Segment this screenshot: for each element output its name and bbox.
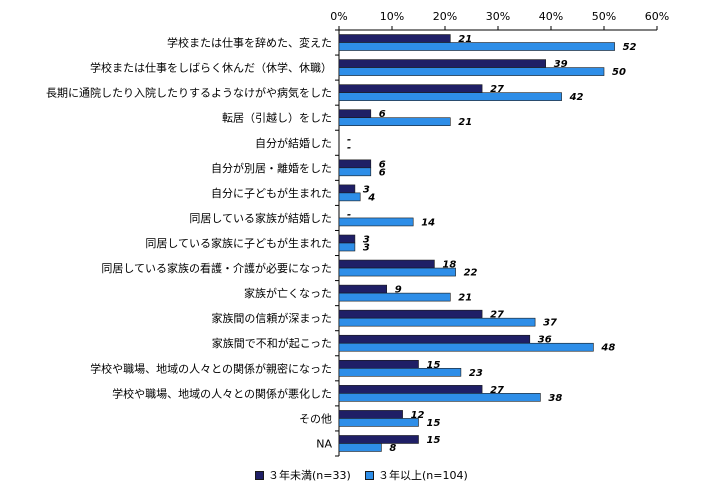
data-label: 3 xyxy=(363,243,370,254)
data-label: 6 xyxy=(379,109,386,120)
data-label: 9 xyxy=(395,285,402,296)
category-label: 同居している家族の看護・介護が必要になった xyxy=(101,261,332,275)
x-tick-label: 20% xyxy=(433,10,457,23)
category-label: 長期に通院したり入院したりするようなけがや病気をした xyxy=(46,86,332,100)
category-label: 家族が亡くなった xyxy=(244,286,332,300)
bar-3-years-or-more xyxy=(338,67,605,76)
x-tick-label: 30% xyxy=(486,10,510,23)
bar-3-years-or-more xyxy=(338,342,594,352)
data-label: 6 xyxy=(379,159,386,170)
legend-label-under-3-years: ３年未満(n=33) xyxy=(268,469,351,482)
category-label: 同居している家族に子どもが生まれた xyxy=(145,236,332,250)
bar-under-3-years xyxy=(338,234,356,244)
bar-under-3-years xyxy=(338,284,388,294)
bar-3-years-or-more xyxy=(338,42,615,51)
data-label: 27 xyxy=(490,385,504,396)
category-label: 同居している家族が結婚した xyxy=(189,211,332,225)
x-tick-label: 60% xyxy=(645,10,669,23)
data-label: 42 xyxy=(569,92,584,103)
data-label: 36 xyxy=(538,335,552,346)
data-label: 23 xyxy=(469,368,483,379)
bar-under-3-years xyxy=(338,34,451,43)
bar-3-years-or-more xyxy=(338,418,419,427)
category-label: NA xyxy=(316,437,332,450)
category-label: その他 xyxy=(299,412,332,425)
x-tick-label: 40% xyxy=(539,10,563,23)
legend-label-3-years-or-more: ３年以上(n=104) xyxy=(378,469,468,482)
bar-under-3-years xyxy=(338,109,372,119)
legend: ３年未満(n=33) ３年以上(n=104) xyxy=(0,467,713,485)
data-label: 15 xyxy=(427,360,441,371)
bar-under-3-years xyxy=(338,359,419,369)
legend-item-under-3-years: ３年未満(n=33) xyxy=(255,467,351,483)
legend-swatch-3-years-or-more xyxy=(365,470,374,480)
category-label: 自分に子どもが生まれた xyxy=(211,186,332,200)
category-label: 学校や職場、地域の人々との関係が悪化した xyxy=(112,386,332,400)
bar-under-3-years xyxy=(338,84,483,93)
bar-under-3-years xyxy=(338,259,435,269)
data-label: 14 xyxy=(421,217,435,228)
legend-item-3-years-or-more: ３年以上(n=104) xyxy=(365,467,468,483)
data-label: 22 xyxy=(464,268,478,279)
x-tick-label: 0% xyxy=(330,10,347,23)
data-label: 21 xyxy=(458,293,472,304)
category-label: 転居（引越し）をした xyxy=(222,111,332,125)
data-label: 15 xyxy=(427,418,441,429)
bar-under-3-years xyxy=(338,184,356,194)
data-label: 6 xyxy=(379,167,386,178)
bar-3-years-or-more xyxy=(338,292,451,302)
data-label: 39 xyxy=(554,59,568,70)
category-label: 学校または仕事を辞めた、変えた xyxy=(167,36,332,50)
category-label: 自分が別居・離婚をした xyxy=(211,161,332,175)
bar-under-3-years xyxy=(338,385,483,394)
data-label: 3 xyxy=(363,235,370,246)
category-label: 学校または仕事をしばらく休んだ（休学、休職） xyxy=(90,61,332,75)
data-label: 15 xyxy=(427,435,441,446)
data-label: 21 xyxy=(458,117,472,128)
data-label: 37 xyxy=(543,318,557,329)
data-label: - xyxy=(347,134,351,145)
legend-swatch-under-3-years xyxy=(255,470,264,480)
data-label: 48 xyxy=(600,343,615,354)
bar-3-years-or-more xyxy=(338,393,541,402)
bar-under-3-years xyxy=(338,59,546,68)
data-label: 27 xyxy=(490,310,504,321)
data-label: 52 xyxy=(623,42,637,53)
bar-3-years-or-more xyxy=(338,317,536,327)
bar-3-years-or-more xyxy=(338,117,451,127)
bar-3-years-or-more xyxy=(338,167,372,177)
bar-3-years-or-more xyxy=(338,217,414,227)
bar-under-3-years xyxy=(338,410,403,419)
category-label: 自分が結婚した xyxy=(255,136,332,150)
bar-3-years-or-more xyxy=(338,92,562,101)
bar-under-3-years xyxy=(338,159,372,169)
x-tick-label: 50% xyxy=(592,10,616,23)
bar-3-years-or-more xyxy=(338,192,361,202)
data-label: 18 xyxy=(442,260,456,271)
bar-3-years-or-more xyxy=(338,443,382,452)
category-label: 家族間の信頼が深まった xyxy=(211,311,332,325)
data-label: 8 xyxy=(389,443,396,454)
data-label: 3 xyxy=(363,184,370,195)
x-tick-label: 10% xyxy=(380,10,404,23)
data-label: 4 xyxy=(367,192,375,203)
category-label: 学校や職場、地域の人々との関係が親密になった xyxy=(90,361,332,375)
data-label: 21 xyxy=(458,34,472,45)
category-label: 家族間で不和が起こった xyxy=(212,336,332,350)
data-label: - xyxy=(347,209,351,220)
data-label: 50 xyxy=(612,67,626,78)
bar-3-years-or-more xyxy=(338,267,456,277)
data-label: 12 xyxy=(411,410,425,421)
bar-3-years-or-more xyxy=(338,367,462,377)
bar-under-3-years xyxy=(338,334,531,344)
bar-under-3-years xyxy=(338,309,483,319)
bar-under-3-years xyxy=(338,435,419,444)
data-label: - xyxy=(347,142,351,153)
data-label: 27 xyxy=(490,84,504,95)
data-label: 38 xyxy=(548,393,562,404)
bar-3-years-or-more xyxy=(338,242,356,252)
